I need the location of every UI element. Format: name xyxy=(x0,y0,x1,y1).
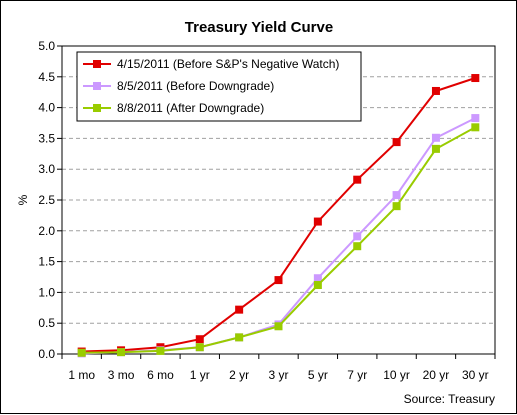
legend-label: 4/15/2011 (Before S&P's Negative Watch) xyxy=(117,57,339,71)
y-axis-label: % xyxy=(16,194,30,205)
series-line xyxy=(81,117,476,355)
y-tick-label: 1.5 xyxy=(38,255,55,269)
data-point xyxy=(471,74,480,83)
data-point xyxy=(313,274,322,283)
x-tick-label: 3 yr xyxy=(268,368,288,382)
data-point xyxy=(471,123,480,132)
legend-swatch-marker xyxy=(93,60,101,68)
y-tick-label: 4.5 xyxy=(38,70,55,84)
data-point xyxy=(274,322,283,331)
data-point xyxy=(195,335,204,344)
data-point xyxy=(431,144,440,153)
x-tick-label: 5 yr xyxy=(308,368,328,382)
data-point xyxy=(431,133,440,142)
data-point xyxy=(235,305,244,314)
data-point xyxy=(471,114,480,123)
legend-label: 8/5/2011 (Before Downgrade) xyxy=(117,79,274,93)
data-point xyxy=(313,217,322,226)
x-tick-label: 6 mo xyxy=(147,368,174,382)
legend-label: 8/8/2011 (After Downgrade) xyxy=(117,101,264,115)
data-point xyxy=(392,202,401,211)
legend-swatch-marker xyxy=(93,82,101,90)
data-point xyxy=(274,276,283,285)
data-point xyxy=(353,232,362,241)
series-line xyxy=(81,126,476,354)
y-tick-label: 4.0 xyxy=(38,101,55,115)
legend-box xyxy=(76,51,362,122)
x-tick-label: 2 yr xyxy=(229,368,249,382)
y-tick-label: 5.0 xyxy=(38,39,55,53)
data-point xyxy=(117,348,126,357)
y-tick-label: 3.0 xyxy=(38,162,55,176)
y-tick-label: 0.5 xyxy=(38,316,55,330)
y-tick-label: 1.0 xyxy=(38,285,55,299)
chart-title: Treasury Yield Curve xyxy=(185,19,333,36)
source-note: Source: Treasury xyxy=(404,392,495,406)
data-point xyxy=(431,86,440,95)
data-point xyxy=(392,138,401,147)
data-point xyxy=(353,175,362,184)
x-tick-label: 1 mo xyxy=(68,368,95,382)
data-point xyxy=(313,281,322,290)
data-point xyxy=(392,191,401,200)
y-tick-label: 0.0 xyxy=(38,347,55,361)
y-tick-label: 2.0 xyxy=(38,224,55,238)
x-tick-label: 3 mo xyxy=(108,368,135,382)
x-tick-label: 30 yr xyxy=(462,368,489,382)
legend-swatch-marker xyxy=(93,104,101,112)
x-tick-label: 1 yr xyxy=(190,368,210,382)
data-point xyxy=(235,333,244,342)
data-point xyxy=(195,343,204,352)
x-tick-label: 7 yr xyxy=(347,368,367,382)
data-point xyxy=(353,242,362,251)
x-tick-label: 10 yr xyxy=(383,368,410,382)
y-tick-label: 2.5 xyxy=(38,193,55,207)
x-tick-label: 20 yr xyxy=(423,368,450,382)
y-tick-label: 3.5 xyxy=(38,131,55,145)
plot-area-border xyxy=(61,45,496,355)
data-point xyxy=(77,348,86,357)
data-point xyxy=(156,346,165,355)
